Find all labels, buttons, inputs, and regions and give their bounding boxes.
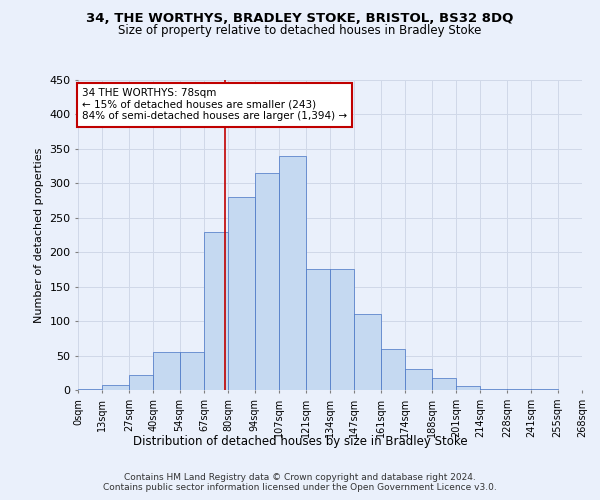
Text: 34 THE WORTHYS: 78sqm
← 15% of detached houses are smaller (243)
84% of semi-det: 34 THE WORTHYS: 78sqm ← 15% of detached … (82, 88, 347, 122)
Text: Size of property relative to detached houses in Bradley Stoke: Size of property relative to detached ho… (118, 24, 482, 37)
Bar (481, 388, 507, 390)
Bar (305, 270, 330, 390)
Bar (381, 348, 405, 390)
Bar (179, 352, 204, 390)
Bar (279, 156, 305, 390)
Bar (330, 270, 355, 390)
Y-axis label: Number of detached properties: Number of detached properties (34, 148, 44, 322)
Bar (405, 370, 431, 390)
Bar (255, 173, 279, 390)
Bar (355, 314, 381, 390)
Text: 34, THE WORTHYS, BRADLEY STOKE, BRISTOL, BS32 8DQ: 34, THE WORTHYS, BRADLEY STOKE, BRISTOL,… (86, 12, 514, 26)
Text: Distribution of detached houses by size in Bradley Stoke: Distribution of detached houses by size … (133, 435, 467, 448)
Bar (78, 388, 103, 390)
Text: Contains HM Land Registry data © Crown copyright and database right 2024.: Contains HM Land Registry data © Crown c… (124, 472, 476, 482)
Bar (456, 386, 481, 390)
Bar (507, 388, 531, 390)
Bar (129, 375, 153, 390)
Bar (103, 385, 129, 390)
Bar (431, 378, 456, 390)
Bar (204, 232, 229, 390)
Bar (229, 197, 255, 390)
Text: Contains public sector information licensed under the Open Government Licence v3: Contains public sector information licen… (103, 482, 497, 492)
Bar (153, 352, 179, 390)
